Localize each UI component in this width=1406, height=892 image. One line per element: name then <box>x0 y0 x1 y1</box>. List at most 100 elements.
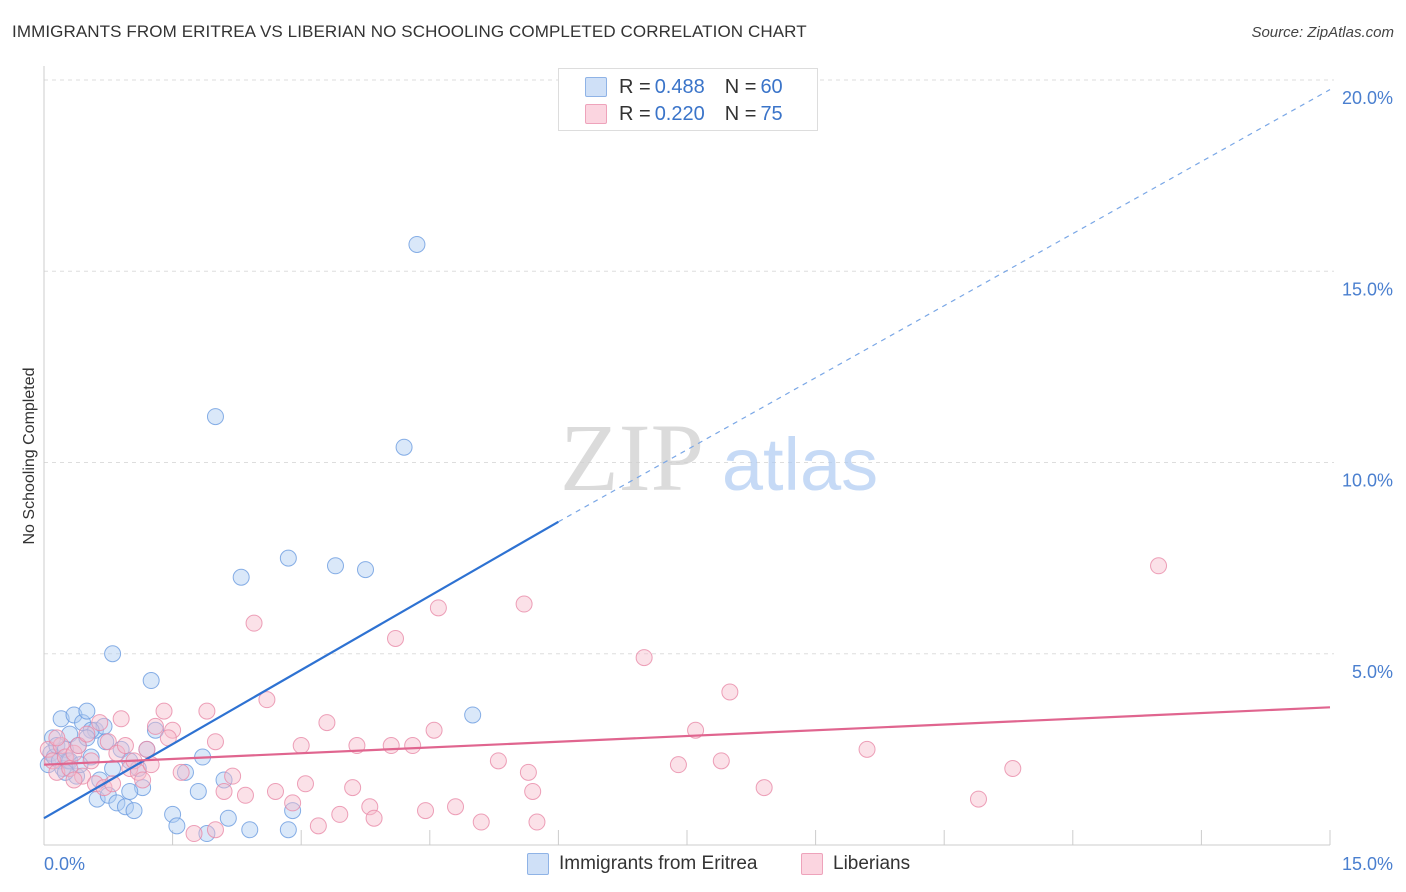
liberian-point <box>858 740 876 758</box>
axes <box>43 66 1331 846</box>
liberian-point <box>387 629 405 647</box>
liberian-point <box>417 802 435 820</box>
eritrea-point <box>357 561 374 579</box>
legend-row-eritrea: R = 0.488 N = 60 <box>585 75 783 99</box>
y-tick-label: 20.0% <box>1342 88 1393 108</box>
eritrea-point <box>125 802 143 820</box>
x-tick-label: 15.0% <box>1342 854 1393 874</box>
liberian-point <box>198 702 216 720</box>
watermark: ZIP atlas <box>560 404 878 511</box>
bottom-legend-eritrea: Immigrants from Eritrea <box>527 851 757 877</box>
eritrea-point <box>198 825 216 843</box>
legend-n-value: 75 <box>760 102 783 125</box>
liberian-point <box>296 775 314 793</box>
eritrea-point <box>52 710 70 728</box>
eritrea-point <box>168 817 186 835</box>
legend-r-value: 0.488 <box>654 75 705 98</box>
liberian-point <box>91 714 109 732</box>
liberian-point <box>74 767 92 785</box>
y-tick-label: 10.0% <box>1342 471 1393 491</box>
trend-lines <box>43 89 1331 820</box>
tick-labels: 5.0% 10.0% 15.0% 20.0% 0.0% 15.0% <box>44 88 1393 874</box>
liberian-point <box>266 782 284 800</box>
liberian-point <box>245 614 263 632</box>
eritrea-point <box>61 725 79 743</box>
legend-n-label: N = <box>724 102 757 125</box>
liberian-point <box>365 809 383 827</box>
eritrea-point <box>279 549 297 567</box>
liberian-point <box>82 752 100 770</box>
eritrea-point <box>206 408 224 426</box>
liberian-point <box>344 779 362 797</box>
eritrea-point <box>464 706 482 724</box>
chart-title: IMMIGRANTS FROM ERITREA VS LIBERIAN NO S… <box>12 22 807 41</box>
liberian-point <box>292 737 310 755</box>
y-tick-label: 5.0% <box>1352 662 1393 682</box>
liberian-point <box>112 710 130 728</box>
liberian-point <box>134 771 152 789</box>
liberian-point <box>164 721 182 739</box>
bottom-legend-label-eritrea: Immigrants from Eritrea <box>559 853 758 874</box>
eritrea-point <box>108 794 126 812</box>
eritrea-point <box>232 568 250 586</box>
liberian-point <box>206 821 224 839</box>
liberian-point <box>1150 557 1168 575</box>
liberian-point <box>669 756 687 774</box>
liberian-point <box>99 733 117 751</box>
source-label: Source: ZipAtlas.com <box>1251 24 1394 41</box>
liberian-point <box>78 725 96 743</box>
liberian-point <box>429 599 447 617</box>
liberian-point <box>524 782 542 800</box>
series-liberians-points <box>39 557 1168 843</box>
eritrea-point <box>326 557 344 575</box>
eritrea-point <box>164 805 182 823</box>
liberian-point <box>331 805 349 823</box>
liberian-point <box>185 825 203 843</box>
liberian-point <box>258 691 276 709</box>
liberian-point <box>447 798 465 816</box>
eritrea-trend-line <box>43 520 559 820</box>
eritrea-point <box>104 645 122 663</box>
eritrea-point <box>395 438 413 456</box>
liberian-point <box>472 813 490 831</box>
liberian-point <box>224 767 242 785</box>
legend-r-label: R = <box>619 75 651 98</box>
liberian-point <box>425 721 443 739</box>
liberian-point <box>309 817 327 835</box>
liberian-point <box>236 786 254 804</box>
liberian-point <box>1004 760 1022 777</box>
legend-r-label: R = <box>619 102 651 125</box>
eritrea-trend-extension <box>558 89 1331 523</box>
liberian-point <box>215 782 233 800</box>
liberian-point <box>755 779 773 797</box>
x-tick-label: 0.0% <box>44 854 85 874</box>
liberian-point <box>56 748 74 766</box>
liberian-point <box>155 702 173 720</box>
eritrea-point <box>219 809 237 827</box>
liberian-trend-line <box>43 706 1331 766</box>
liberian-point <box>635 649 653 667</box>
eritrea-point <box>241 821 259 839</box>
liberian-point <box>52 737 70 755</box>
liberian-point <box>172 763 190 781</box>
y-axis-label: No Schooling Completed <box>21 368 38 545</box>
liberian-point <box>382 737 400 755</box>
bottom-legend-liberians: Liberians <box>801 851 910 877</box>
liberian-point <box>48 729 66 747</box>
legend-n-label: N = <box>724 75 757 98</box>
liberian-point <box>361 798 379 816</box>
eritrea-point <box>146 721 164 739</box>
liberian-point <box>489 752 507 770</box>
liberian-point <box>528 813 546 831</box>
bottom-legend-label-liberians: Liberians <box>833 853 911 874</box>
watermark-zip: ZIP <box>560 404 704 511</box>
liberian-point <box>116 737 134 755</box>
eritrea-point <box>121 782 139 800</box>
liberian-point <box>712 752 730 770</box>
liberian-point <box>69 737 87 755</box>
liberian-point <box>146 717 164 735</box>
liberian-point <box>65 744 83 762</box>
eritrea-point <box>176 763 194 781</box>
liberian-point <box>284 794 302 812</box>
